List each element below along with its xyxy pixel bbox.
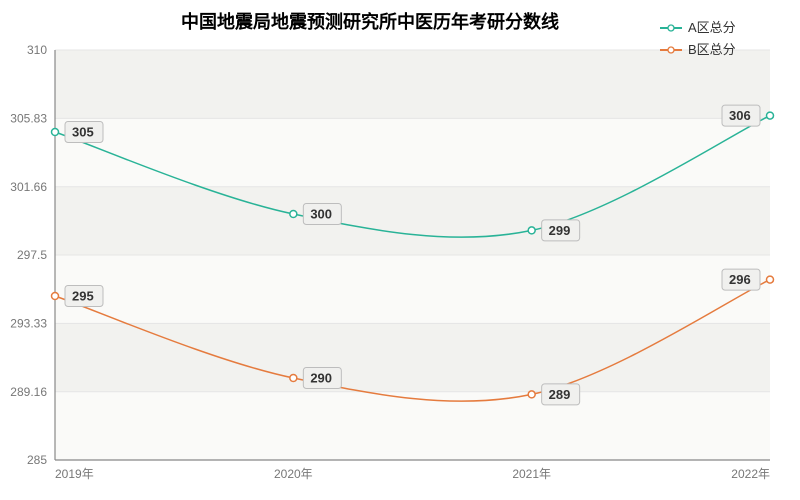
y-tick-label: 310 bbox=[27, 43, 47, 57]
data-point bbox=[290, 375, 297, 382]
value-label: 306 bbox=[729, 108, 751, 123]
legend-marker bbox=[668, 25, 674, 31]
y-tick-label: 285 bbox=[27, 453, 47, 467]
chart-title: 中国地震局地震预测研究所中医历年考研分数线 bbox=[181, 11, 559, 32]
value-label: 296 bbox=[729, 272, 751, 287]
chart-container: 285 289.16 293.33 297.5 301.66 305.83 310 2019年… bbox=[0, 0, 800, 500]
line-chart: 285 289.16 293.33 297.5 301.66 305.83 310 2019年… bbox=[0, 0, 800, 500]
y-tick-label: 301.66 bbox=[10, 180, 47, 194]
value-label: 305 bbox=[72, 125, 94, 140]
value-label: 289 bbox=[549, 387, 571, 402]
legend-label: A区总分 bbox=[688, 20, 736, 35]
legend-label: B区总分 bbox=[688, 42, 736, 57]
value-label: 290 bbox=[310, 371, 332, 386]
data-point bbox=[52, 129, 59, 136]
value-label: 299 bbox=[549, 223, 571, 238]
data-point bbox=[767, 112, 774, 119]
data-point bbox=[52, 293, 59, 300]
x-tick-label: 2019年 bbox=[55, 467, 94, 481]
data-point bbox=[528, 227, 535, 234]
y-tick-label: 305.83 bbox=[10, 111, 47, 125]
x-tick-label: 2021年 bbox=[512, 467, 551, 481]
value-label: 295 bbox=[72, 289, 94, 304]
legend-marker bbox=[668, 47, 674, 53]
y-tick-label: 297.5 bbox=[17, 248, 47, 262]
data-point bbox=[767, 276, 774, 283]
y-tick-label: 293.33 bbox=[10, 316, 47, 330]
x-tick-label: 2022年 bbox=[731, 467, 770, 481]
data-point bbox=[290, 211, 297, 218]
y-tick-label: 289.16 bbox=[10, 385, 47, 399]
data-point bbox=[528, 391, 535, 398]
value-label: 300 bbox=[310, 207, 332, 222]
x-tick-label: 2020年 bbox=[274, 467, 313, 481]
